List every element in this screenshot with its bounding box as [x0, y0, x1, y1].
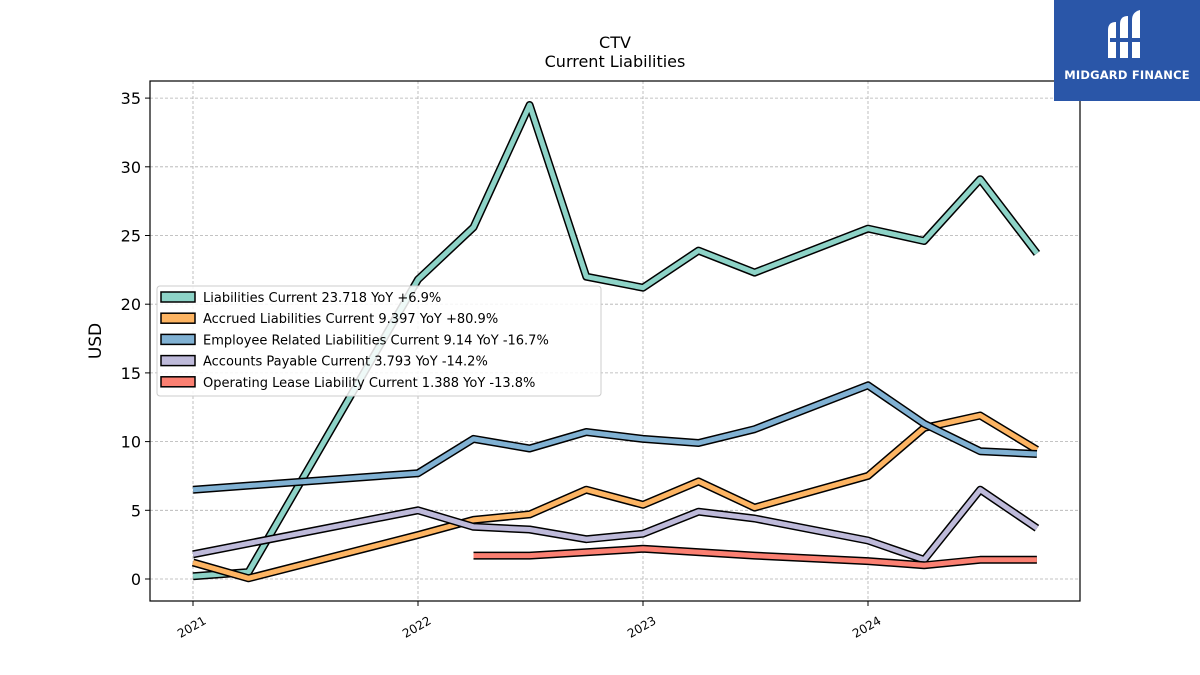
brand-logo: MIDGARD FINANCE [1054, 0, 1200, 101]
legend-swatch [160, 291, 196, 303]
x-tick-label: 2021 [175, 613, 208, 640]
y-tick-label: 0 [131, 570, 141, 589]
legend-label: Liabilities Current 23.718 YoY +6.9% [203, 291, 441, 306]
legend-swatch [160, 312, 196, 324]
legend-swatch [160, 354, 196, 367]
y-axis: 0 5 10 15 20 25 30 35 [121, 89, 150, 589]
legend-swatch [160, 333, 196, 346]
x-axis: 2021 2022 2023 2024 [175, 601, 884, 641]
series-line [192, 487, 1039, 563]
series-line [192, 102, 1039, 579]
chart-subtitle: Current Liabilities [545, 52, 686, 71]
brand-mark-icon [1108, 10, 1140, 58]
series-line [473, 546, 1037, 568]
legend-label: Accrued Liabilities Current 9.397 YoY +8… [203, 312, 498, 327]
legend-swatch [160, 376, 196, 388]
y-tick-label: 10 [121, 433, 141, 452]
y-tick-label: 30 [121, 158, 141, 177]
y-axis-label: USD [86, 323, 106, 359]
x-tick-label: 2023 [625, 613, 658, 640]
plot-frame [149, 80, 1081, 602]
y-tick-label: 15 [121, 364, 141, 383]
legend-label: Accounts Payable Current 3.793 YoY -14.2… [203, 355, 488, 370]
y-tick-label: 20 [121, 295, 141, 314]
series-line [192, 382, 1038, 493]
brand-name: MIDGARD FINANCE [1064, 68, 1190, 82]
legend-label: Operating Lease Liability Current 1.388 … [203, 376, 535, 391]
x-tick-label: 2024 [850, 613, 883, 640]
legend-label: Employee Related Liabilities Current 9.1… [203, 333, 549, 348]
series-4 [473, 544, 1037, 570]
y-tick-label: 5 [131, 501, 141, 520]
series-3 [192, 485, 1040, 564]
y-tick-label: 35 [121, 89, 141, 108]
series-2 [192, 381, 1038, 494]
y-tick-label: 25 [121, 227, 141, 246]
series-layer [191, 101, 1041, 583]
series-0 [192, 101, 1041, 581]
x-tick-label: 2022 [400, 613, 433, 640]
chart-title: CTV [599, 33, 631, 52]
legend-box [156, 285, 602, 397]
legend: Liabilities Current 23.718 YoY +6.9% Accr… [156, 285, 602, 397]
